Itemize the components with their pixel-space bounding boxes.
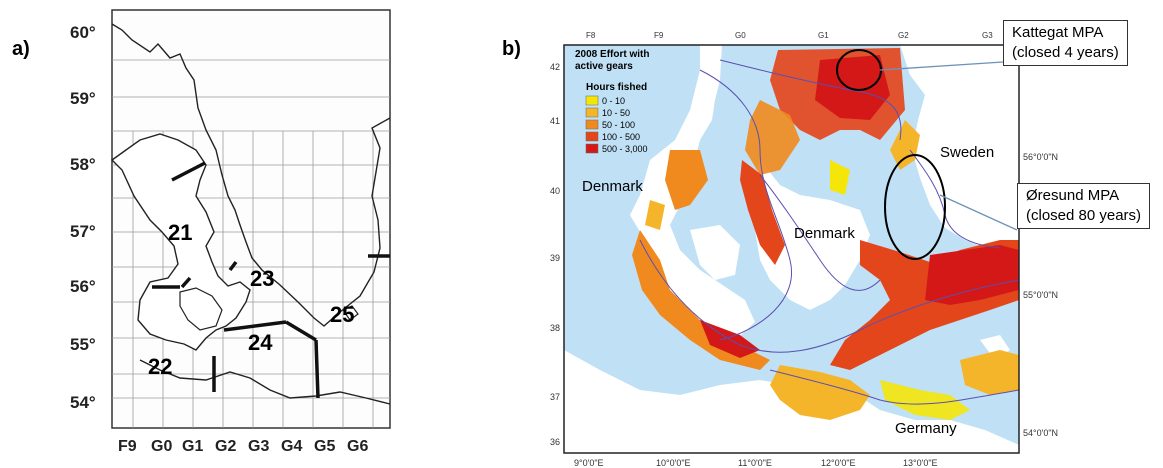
legend-item-label: 500 - 3,000 (602, 144, 648, 154)
legend-item-label: 10 - 50 (602, 108, 630, 118)
bottom-lon-label: 13°0'0"E (903, 458, 938, 468)
legend-swatch (585, 95, 599, 106)
legend-item-label: 100 - 500 (602, 132, 640, 142)
top-grid-label: F8 (586, 31, 596, 40)
effort-legend: 2008 Effort with active gears Hours fish… (575, 49, 652, 154)
panel-b-map: 2008 Effort with active gears Hours fish… (550, 31, 1058, 468)
left-grid-label: 37 (550, 392, 560, 402)
place-germany: Germany (895, 420, 957, 437)
lat-label: 55° (70, 335, 96, 354)
top-grid-label: G3 (982, 31, 993, 40)
place-denmark-west: Denmark (582, 178, 643, 195)
fishing-effort-cells (632, 48, 1019, 420)
kattegat-callout-line1: Kattegat MPA (1012, 24, 1104, 41)
panel-b-top-labels: F8 F9 G0 G1 G2 G3 (586, 31, 993, 40)
kattegat-mpa-callout: Kattegat MPA (closed 4 years) (1003, 20, 1128, 66)
right-lat-label: 55°0'0"N (1023, 290, 1058, 300)
oresund-callout-line2: (closed 80 years) (1026, 207, 1142, 224)
left-grid-label: 36 (550, 437, 560, 447)
top-grid-label: G2 (898, 31, 909, 40)
panel-b-label: b) (502, 38, 521, 60)
legend-swatch (585, 143, 599, 154)
legend-title: 2008 Effort with active gears (575, 49, 652, 72)
legend-item-label: 50 - 100 (602, 120, 635, 130)
panel-a-lon-labels: F9 G0 G1 G2 G3 G4 G5 G6 (118, 438, 368, 455)
bottom-lon-label: 9°0'0"E (574, 458, 604, 468)
legend-swatch (585, 131, 599, 142)
oresund-callout-line1: Øresund MPA (1026, 187, 1120, 204)
bottom-lon-label: 10°0'0"E (656, 458, 691, 468)
panel-b-right-labels: 56°0'0"N 55°0'0"N 54°0'0"N (1023, 152, 1058, 438)
area-22: 22 (148, 354, 172, 379)
panel-a-lat-labels: 60° 59° 58° 57° 56° 55° 54° (70, 23, 96, 412)
lat-label: 60° (70, 23, 96, 42)
area-21: 21 (168, 220, 192, 245)
kattegat-callout-line (879, 61, 1004, 71)
lon-label: G4 (281, 438, 302, 455)
left-grid-label: 40 (550, 186, 560, 196)
ices-area-boundaries (152, 161, 390, 399)
lat-label: 59° (70, 89, 96, 108)
left-grid-label: 42 (550, 62, 560, 72)
top-grid-label: G0 (735, 31, 746, 40)
lon-label: G0 (151, 438, 172, 455)
oresund-mpa-callout: Øresund MPA (closed 80 years) (1017, 183, 1151, 229)
panel-a-map: 21 22 23 24 25 60° 59° 58° 57° 56° 55° 5… (70, 9, 391, 455)
place-sweden: Sweden (940, 144, 994, 161)
lat-label: 54° (70, 393, 96, 412)
lat-label: 56° (70, 277, 96, 296)
panel-b-bottom-labels: 9°0'0"E 10°0'0"E 11°0'0"E 12°0'0"E 13°0'… (574, 458, 938, 468)
panel-a-label: a) (12, 38, 30, 60)
oresund-callout-line (939, 194, 1018, 231)
lat-label: 58° (70, 155, 96, 174)
left-grid-label: 39 (550, 253, 560, 263)
lon-label: G5 (314, 438, 335, 455)
legend-item-label: 0 - 10 (602, 96, 625, 106)
area-25: 25 (330, 302, 354, 327)
lon-label: G2 (215, 438, 236, 455)
bottom-lon-label: 12°0'0"E (821, 458, 856, 468)
top-grid-label: F9 (654, 31, 664, 40)
panel-b-left-labels: 42 41 40 39 38 37 36 (550, 62, 560, 447)
lon-label: F9 (118, 438, 137, 455)
left-grid-label: 41 (550, 116, 560, 126)
lon-label: G6 (347, 438, 368, 455)
place-denmark-central: Denmark (794, 225, 855, 242)
kattegat-callout-line2: (closed 4 years) (1012, 44, 1119, 61)
legend-swatch (585, 119, 599, 130)
area-24: 24 (248, 330, 273, 355)
top-grid-label: G1 (818, 31, 829, 40)
lat-label: 57° (70, 222, 96, 241)
lon-label: G3 (248, 438, 269, 455)
legend-title-text-line2: active gears (575, 61, 633, 72)
oresund-mpa-circle (884, 154, 946, 260)
lon-label: G1 (182, 438, 203, 455)
left-grid-label: 38 (550, 323, 560, 333)
legend-subtitle: Hours fished (586, 82, 647, 93)
right-lat-label: 54°0'0"N (1023, 428, 1058, 438)
area-23: 23 (250, 266, 274, 291)
bottom-lon-label: 11°0'0"E (738, 458, 772, 468)
legend-swatch (585, 107, 599, 118)
right-lat-label: 56°0'0"N (1023, 152, 1058, 162)
legend-title-text: 2008 Effort with (575, 49, 649, 60)
